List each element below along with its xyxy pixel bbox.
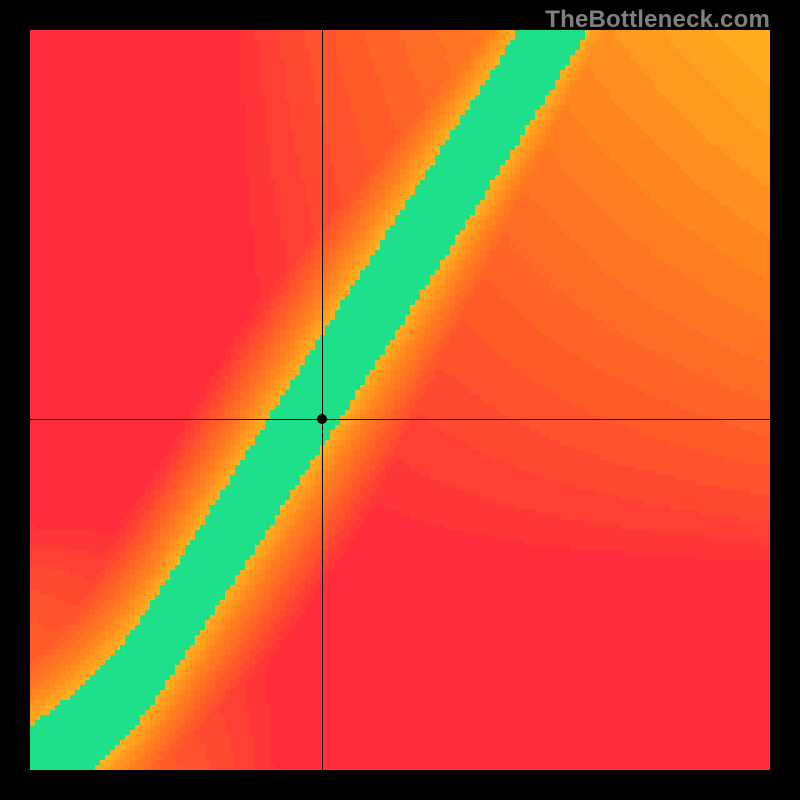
crosshair-vertical <box>322 30 323 770</box>
chart-frame: TheBottleneck.com <box>0 0 800 800</box>
crosshair-horizontal <box>30 419 770 420</box>
watermark-text: TheBottleneck.com <box>545 6 770 34</box>
heatmap-canvas <box>30 30 770 770</box>
crosshair-marker <box>317 414 327 424</box>
plot-area <box>30 30 770 770</box>
